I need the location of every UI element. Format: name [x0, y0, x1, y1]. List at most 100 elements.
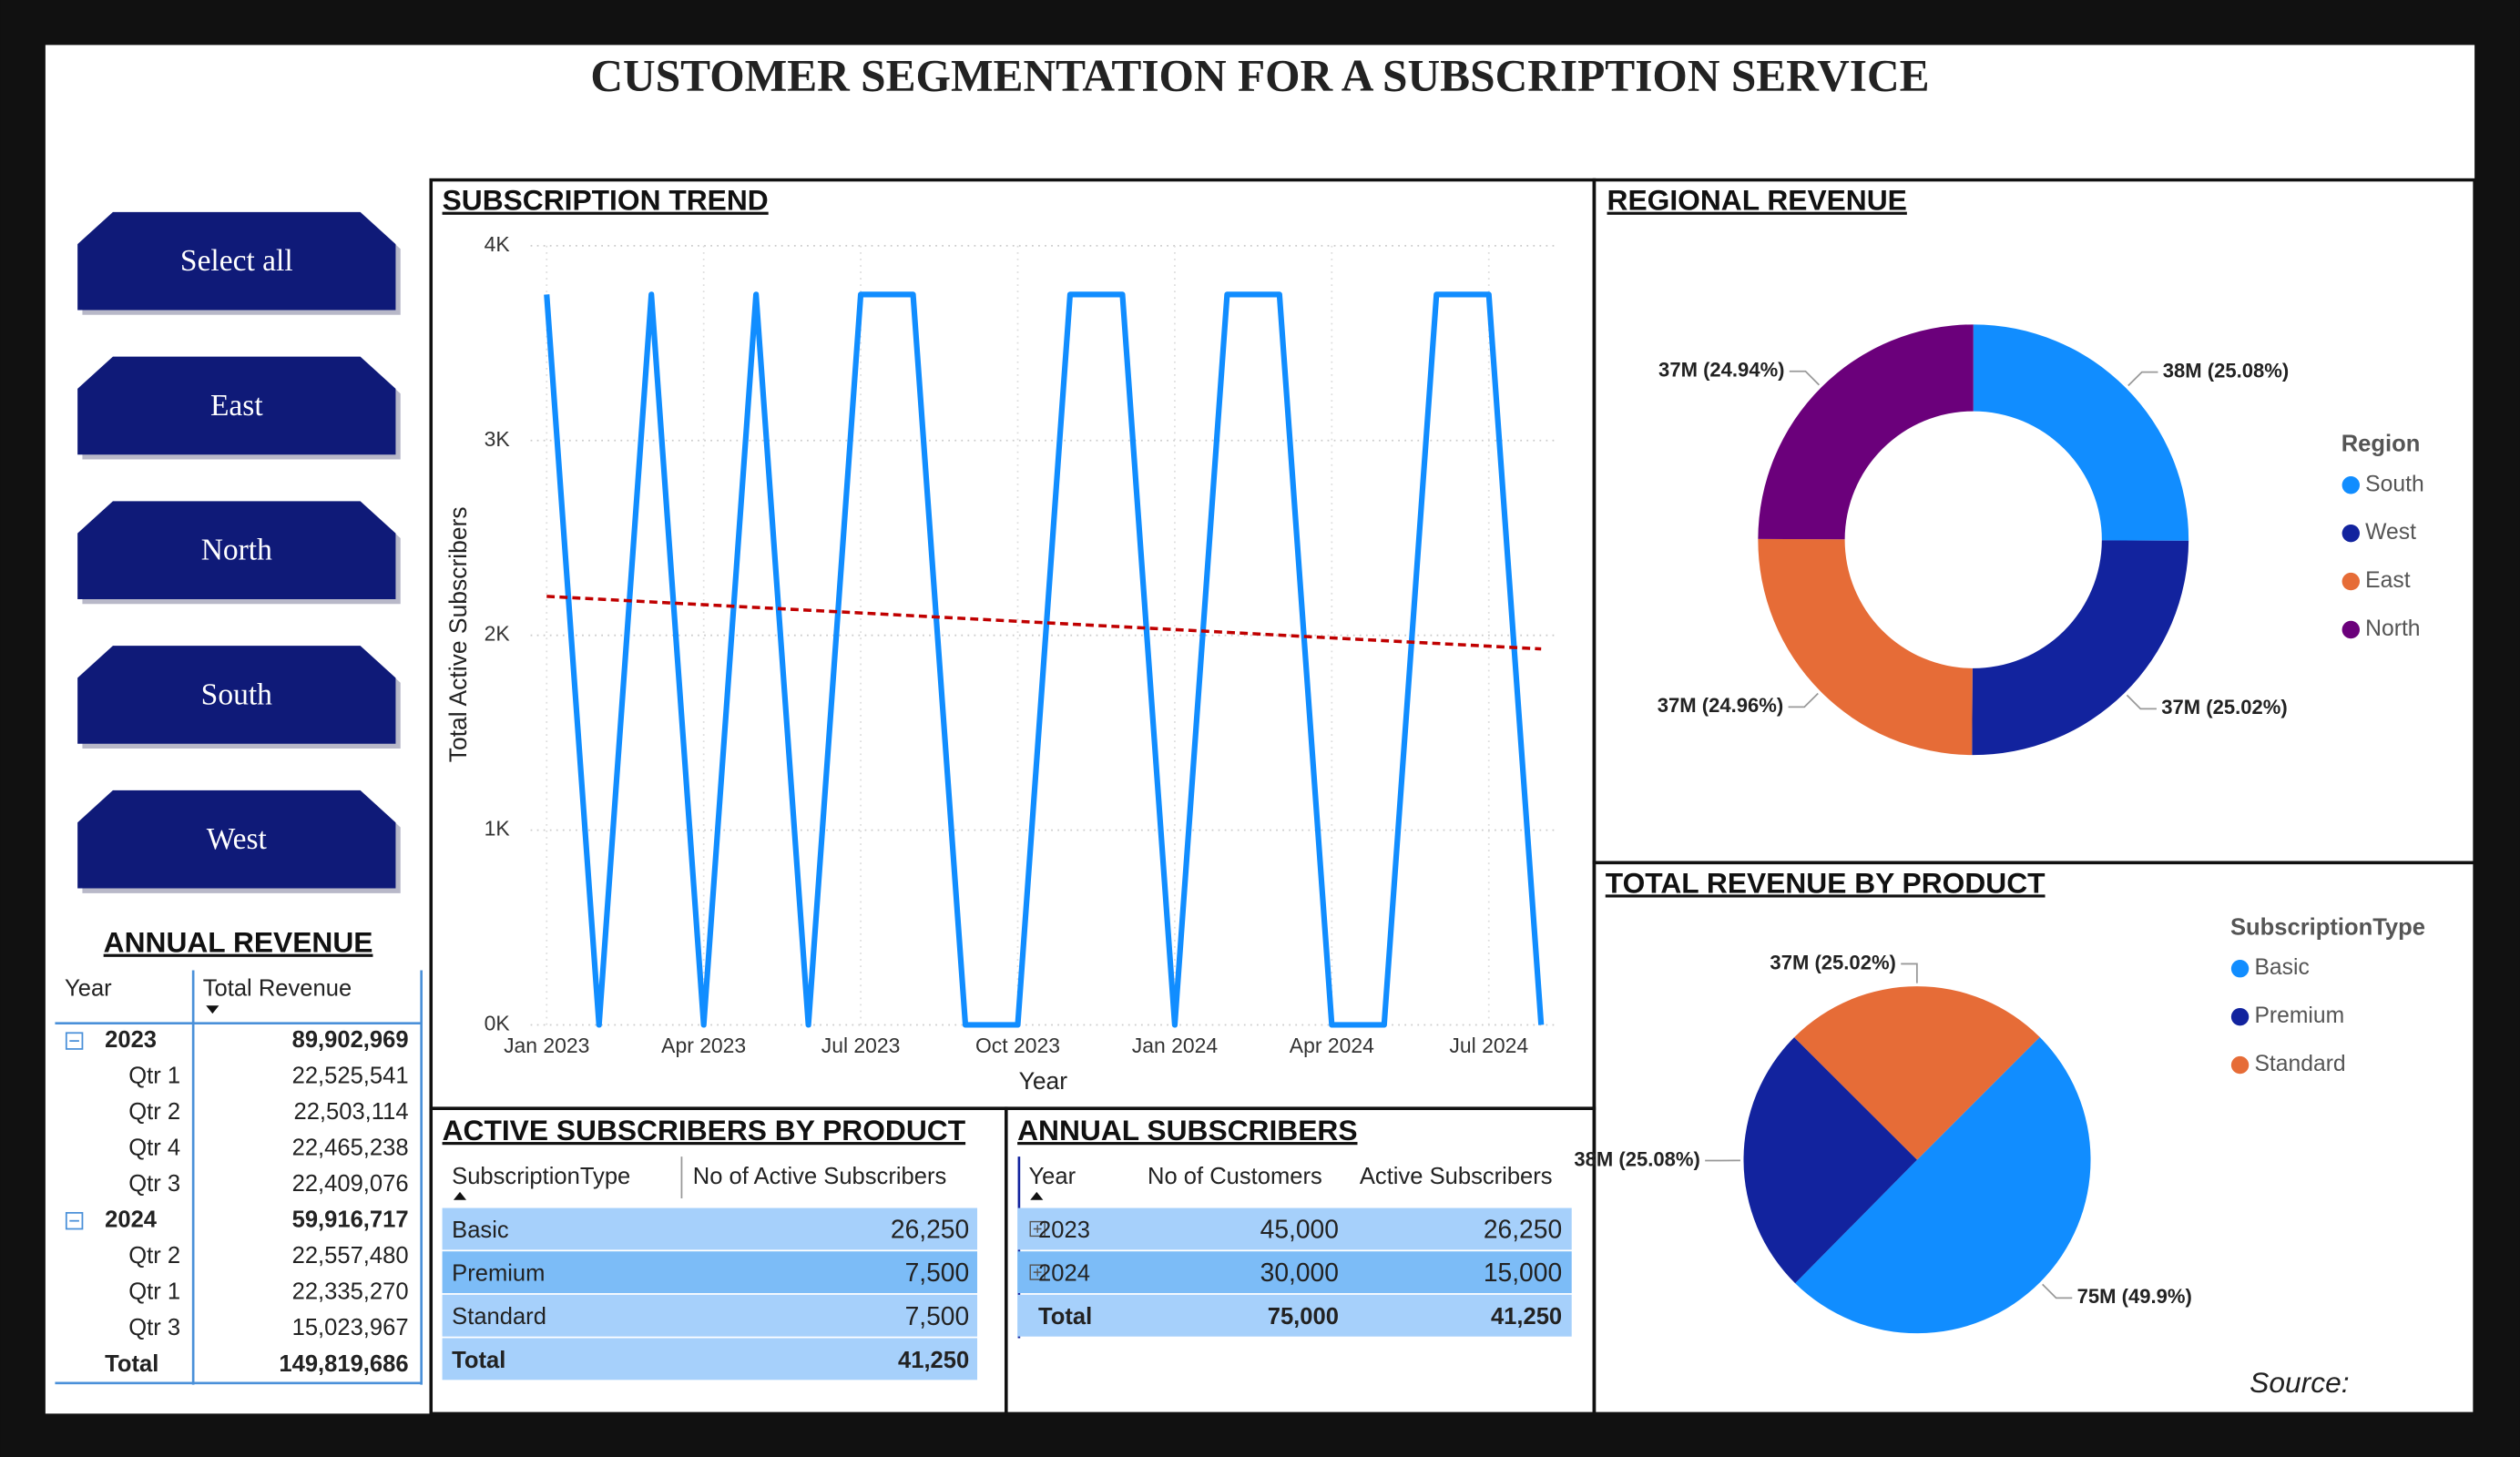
x-tick-label: Apr 2023 [661, 1034, 746, 1057]
row-value: 22,503,114 [294, 1099, 409, 1125]
row-label: Qtr 3 [128, 1171, 180, 1197]
table-title: ACTIVE SUBSCRIBERS BY PRODUCT [443, 1114, 966, 1146]
sort-arrow [453, 1191, 467, 1200]
chart-title: REGIONAL REVENUE [1607, 184, 1907, 217]
data-label: 37M (24.96%) [1658, 694, 1783, 717]
row-label: 2023 [105, 1027, 157, 1053]
button-shape [77, 501, 396, 599]
button-label: East [210, 389, 263, 423]
table-row [442, 1207, 978, 1250]
sort-arrow [1030, 1191, 1044, 1200]
table-cell: 45,000 [1260, 1215, 1339, 1244]
x-tick-label: Jul 2024 [1449, 1034, 1528, 1057]
legend-label: East [2365, 568, 2411, 593]
button-shape [77, 646, 396, 744]
x-axis-title: Year [1019, 1067, 1068, 1095]
row-label: Qtr 2 [128, 1099, 180, 1125]
x-tick-label: Oct 2023 [975, 1034, 1060, 1057]
y-tick-label: 3K [485, 427, 511, 451]
slice [1758, 324, 1974, 540]
y-axis-title: Total Active Subscribers [444, 506, 472, 762]
column-header: Year [1028, 1164, 1076, 1189]
legend-swatch [2230, 1007, 2250, 1026]
data-label: 38M (25.08%) [1574, 1147, 1699, 1170]
chart-title: SUBSCRIPTION TREND [443, 184, 769, 217]
row-value: 22,335,270 [292, 1279, 409, 1304]
slice [1758, 538, 1973, 756]
table-cell: Basic [452, 1218, 509, 1243]
slice [1972, 540, 2189, 756]
slice [1795, 1036, 2091, 1334]
y-tick-label: 4K [485, 232, 511, 256]
row-label: Qtr 4 [128, 1135, 180, 1160]
table-cell: 26,250 [1484, 1215, 1562, 1244]
row-label: Qtr 1 [128, 1063, 180, 1088]
dashboard-title: CUSTOMER SEGMENTATION FOR A SUBSCRIPTION… [590, 51, 1929, 101]
leader-line [1788, 692, 1819, 708]
legend-label: West [2365, 520, 2416, 545]
table-row [442, 1251, 978, 1294]
x-tick-label: Jan 2024 [1132, 1034, 1219, 1057]
data-label: 37M (24.94%) [1658, 359, 1784, 382]
panel-borders [429, 178, 2476, 1416]
row-label: Qtr 3 [128, 1315, 180, 1340]
total-cell: 75,000 [1268, 1304, 1339, 1330]
table-row [1017, 1251, 1572, 1294]
legend-label: Basic [2254, 955, 2309, 980]
table-cell: 15,000 [1484, 1258, 1562, 1287]
slicer-button[interactable]: South [77, 646, 401, 749]
column-header: SubscriptionType [452, 1164, 630, 1189]
table-cell: 26,250 [891, 1215, 969, 1244]
total-cell: 41,250 [1491, 1304, 1562, 1330]
table-row [1017, 1207, 1572, 1250]
row-value: 89,902,969 [292, 1027, 409, 1053]
data-label: 38M (25.08%) [2163, 359, 2289, 382]
sort-arrow [206, 1005, 219, 1014]
expand-icon [1029, 1264, 1046, 1280]
table-cell: 2024 [1038, 1261, 1090, 1287]
legend-title: SubscriptionType [2230, 914, 2425, 940]
slice [1973, 324, 2189, 541]
leader-line [2042, 1283, 2073, 1299]
table-row [1017, 1294, 1572, 1337]
x-tick-label: Jul 2023 [821, 1034, 901, 1057]
slicer-button[interactable]: North [77, 501, 401, 605]
column-header: Total Revenue [203, 975, 352, 1001]
x-tick-label: Apr 2024 [1290, 1034, 1374, 1057]
table-cell: 30,000 [1260, 1258, 1339, 1287]
button-shape [77, 211, 396, 311]
slicer-button[interactable]: West [77, 790, 401, 893]
leader-line [1901, 963, 1918, 983]
expand-icon [1029, 1220, 1046, 1238]
button-label: West [207, 822, 268, 856]
slice [1743, 1037, 1917, 1284]
y-tick-label: 1K [485, 817, 511, 841]
table-cell: Premium [452, 1261, 545, 1287]
legend-swatch [2230, 960, 2250, 978]
button-shape [77, 790, 396, 889]
expand-icon [1033, 1225, 1042, 1233]
table-cell: 7,500 [905, 1258, 970, 1287]
data-label: 37M (25.02%) [1770, 951, 1895, 973]
total-value: 149,819,686 [279, 1351, 408, 1377]
slicer-button[interactable]: Select all [77, 211, 401, 315]
slice [1794, 986, 2040, 1160]
collapse-icon [65, 1032, 84, 1050]
collapse-icon [65, 1211, 84, 1230]
leader-line [1789, 370, 1821, 386]
data-label: 37M (25.02%) [2161, 696, 2287, 718]
slicer-button[interactable]: East [77, 356, 401, 460]
legend-label: Standard [2254, 1052, 2345, 1076]
chart-title: TOTAL REVENUE BY PRODUCT [1606, 866, 2046, 899]
row-value: 22,525,541 [292, 1063, 409, 1088]
table-title: ANNUAL SUBSCRIBERS [1017, 1114, 1357, 1146]
column-header: Active Subscribers [1360, 1164, 1553, 1189]
table-cell: Standard [452, 1304, 546, 1330]
leader-line [2126, 694, 2157, 710]
expand-icon [1033, 1268, 1042, 1277]
legend-label: North [2365, 616, 2420, 641]
button-label: South [201, 678, 272, 711]
button-shape [77, 356, 396, 455]
